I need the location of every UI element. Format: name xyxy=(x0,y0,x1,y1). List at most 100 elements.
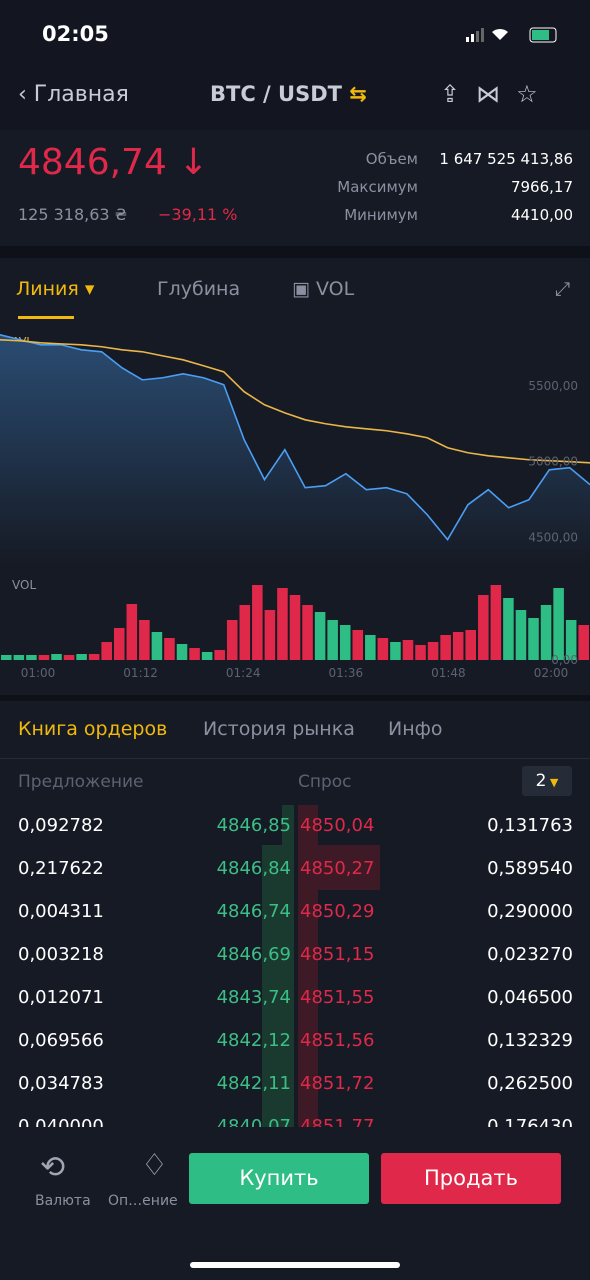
volume-bar xyxy=(1,655,12,660)
bid-amount: 0,217622 xyxy=(18,858,104,879)
ask-price: 4850,27 xyxy=(300,858,375,879)
info-tab[interactable]: Инфо xyxy=(388,718,443,740)
stat-value: 1 647 525 413,86 xyxy=(439,150,573,168)
nav-icons[interactable]: ⇪⋈☆ xyxy=(440,80,554,108)
x-tick-label: 01:36 xyxy=(329,666,364,680)
bid-price: 4846,74 xyxy=(216,901,291,922)
avg-line xyxy=(0,338,590,464)
divider xyxy=(0,758,590,759)
precision-select[interactable]: 2 ▼ xyxy=(522,766,572,796)
volume-bar xyxy=(214,650,225,660)
back-label: Главная xyxy=(33,82,129,107)
ask-header: Спрос xyxy=(298,772,352,792)
fullscreen[interactable]: ⤢ xyxy=(555,278,571,300)
depth-ask xyxy=(298,845,380,890)
price: 4846,74 xyxy=(18,142,167,183)
vol-tick-label: 0,00 xyxy=(551,653,578,667)
y-tick-label: 5000,00 xyxy=(528,455,578,469)
bid-price: 4846,69 xyxy=(216,944,291,965)
tab-line[interactable]: Линия ▾ xyxy=(16,278,95,300)
volume-bar xyxy=(503,598,514,660)
volume-bar xyxy=(352,630,364,660)
ask-price: 4851,15 xyxy=(300,944,375,965)
ask-price: 4851,72 xyxy=(300,1073,375,1094)
sell-button[interactable]: Продать xyxy=(381,1153,561,1204)
stat-label: Максимум xyxy=(337,178,418,196)
y-tick-label: 4500,00 xyxy=(528,531,578,545)
tab-depth[interactable]: Глубина xyxy=(157,278,241,300)
price-uah: 125 318,63 ₴ xyxy=(18,205,128,224)
divider xyxy=(0,246,590,258)
volume-bar xyxy=(339,625,351,660)
history-tab[interactable]: История рынка xyxy=(203,718,355,740)
vol-label: VOL xyxy=(12,578,36,592)
home-indicator xyxy=(190,1262,400,1268)
precision: 2 xyxy=(535,771,547,791)
volume-bar xyxy=(390,642,401,660)
stat-label: Минимум xyxy=(344,206,418,224)
bid-price: 4843,74 xyxy=(216,987,291,1008)
y-tick-label: 5500,00 xyxy=(528,379,578,393)
back-button[interactable]: ‹ Главная xyxy=(18,82,129,107)
currency-icon[interactable]: ⟲ xyxy=(40,1150,66,1185)
volume-bar xyxy=(63,655,75,660)
volume-bar xyxy=(452,632,464,660)
bid-header: Предложение xyxy=(18,772,144,792)
stat-value: 4410,00 xyxy=(510,206,573,224)
volume-bar xyxy=(528,618,539,660)
volume-bar xyxy=(13,655,25,660)
volume-bar xyxy=(402,640,414,660)
ask-amount: 0,262500 xyxy=(487,1073,573,1094)
ask-price: 4851,77 xyxy=(300,1116,375,1127)
volume-bar xyxy=(302,605,313,660)
x-tick-label: 02:00 xyxy=(534,666,569,680)
status-icons xyxy=(466,27,557,43)
bid-amount: 0,040000 xyxy=(18,1116,104,1127)
alert-icon[interactable]: ♢ xyxy=(141,1148,168,1183)
book-tab[interactable]: Книга ордеров xyxy=(18,718,168,740)
ask-amount: 0,023270 xyxy=(487,944,573,965)
tab-label: Линия xyxy=(16,278,79,300)
volume-bar xyxy=(26,655,37,660)
bid-price: 4842,12 xyxy=(216,1030,291,1051)
depth-bid xyxy=(262,845,294,1127)
bid-amount: 0,069566 xyxy=(18,1030,104,1051)
volume-bar xyxy=(252,585,263,660)
ask-amount: 0,046500 xyxy=(487,987,573,1008)
bid-price: 4840,07 xyxy=(216,1116,291,1127)
volume-bar xyxy=(490,585,502,660)
tab-vol[interactable]: ▣ VOL xyxy=(292,278,355,300)
buy-button[interactable]: Купить xyxy=(189,1153,369,1204)
volume-bar xyxy=(51,654,62,660)
last-price: 4846,74 ↓ xyxy=(18,142,209,183)
tab-label: VOL xyxy=(316,278,355,300)
pair-label: BTC / USDT xyxy=(210,82,342,106)
bid-price: 4842,11 xyxy=(216,1073,291,1094)
volume-bar xyxy=(478,595,489,660)
volume-bar xyxy=(277,588,288,660)
chart: AVL VOL 4500,005000,005500,000,0001:0001… xyxy=(0,333,590,680)
x-tick-label: 01:12 xyxy=(123,666,158,680)
bid-amount: 0,092782 xyxy=(18,815,104,836)
volume-bar xyxy=(377,638,389,660)
volume-bar xyxy=(113,628,125,660)
bid-amount: 0,004311 xyxy=(18,901,104,922)
ask-amount: 0,131763 xyxy=(487,815,573,836)
volume-bar xyxy=(176,644,188,660)
price-area xyxy=(0,334,590,565)
ask-price: 4850,29 xyxy=(300,901,375,922)
change: −39,11 % xyxy=(158,205,238,224)
ask-price: 4851,55 xyxy=(300,987,375,1008)
bid-amount: 0,012071 xyxy=(18,987,104,1008)
volume-bar xyxy=(101,642,112,660)
currency-label[interactable]: Валюта xyxy=(35,1193,91,1209)
volume-bar xyxy=(327,620,338,660)
ask-price: 4851,56 xyxy=(300,1030,375,1051)
ask-amount: 0,589540 xyxy=(487,858,573,879)
pair[interactable]: BTC / USDT ⇆ xyxy=(210,82,367,106)
volume-bar xyxy=(540,605,552,660)
volume-bar xyxy=(515,610,527,660)
alert-label[interactable]: Оп…ение xyxy=(108,1193,178,1209)
volume-bar xyxy=(415,645,426,660)
